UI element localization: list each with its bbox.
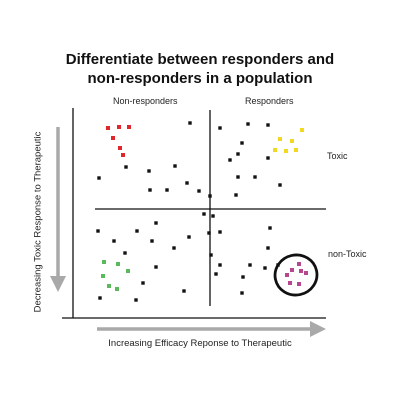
black-point-7 [124, 165, 128, 169]
diagram-title: Differentiate between responders and non… [0, 50, 400, 88]
black-point-27 [112, 239, 116, 243]
yellow-point-4 [294, 148, 298, 152]
black-point-38 [154, 265, 158, 269]
black-point-32 [172, 246, 176, 250]
toxic-label: Toxic [327, 151, 348, 161]
black-point-12 [253, 175, 257, 179]
black-point-30 [218, 230, 222, 234]
magenta-point-5 [288, 281, 292, 285]
black-point-14 [185, 181, 189, 185]
magenta-point-3 [304, 271, 308, 275]
red-point-5 [121, 153, 125, 157]
black-point-21 [202, 212, 206, 216]
black-point-0 [188, 121, 192, 125]
y-direction-arrow [50, 127, 66, 292]
black-point-16 [165, 188, 169, 192]
red-point-2 [127, 125, 131, 129]
black-point-41 [241, 275, 245, 279]
black-point-43 [141, 281, 145, 285]
black-point-31 [150, 239, 154, 243]
non-responders-label: Non-responders [113, 96, 178, 106]
x-axis-label: Increasing Efficacy Reponse to Therapeut… [108, 338, 292, 349]
black-point-47 [98, 296, 102, 300]
red-point-1 [117, 125, 121, 129]
highlight-circle [273, 253, 319, 297]
black-point-25 [135, 229, 139, 233]
green-point-0 [102, 260, 106, 264]
black-point-26 [268, 226, 272, 230]
black-point-4 [240, 141, 244, 145]
green-point-1 [116, 262, 120, 266]
black-point-17 [197, 189, 201, 193]
black-point-37 [266, 246, 270, 250]
black-point-6 [266, 156, 270, 160]
magenta-point-1 [290, 268, 294, 272]
magenta-point-4 [285, 273, 289, 277]
black-point-40 [214, 272, 218, 276]
black-point-24 [96, 229, 100, 233]
black-point-42 [276, 263, 280, 267]
black-point-10 [97, 176, 101, 180]
black-point-29 [207, 231, 211, 235]
black-point-39 [263, 266, 267, 270]
green-point-3 [101, 274, 105, 278]
black-point-34 [209, 253, 213, 257]
green-point-4 [107, 284, 111, 288]
black-point-13 [228, 158, 232, 162]
title-line-1: Differentiate between responders and [65, 51, 335, 68]
black-point-35 [218, 263, 222, 267]
black-point-2 [266, 123, 270, 127]
black-point-33 [123, 251, 127, 255]
black-point-22 [211, 214, 215, 218]
non-toxic-label: non-Toxic [328, 249, 367, 259]
green-point-2 [126, 269, 130, 273]
data-points [96, 121, 308, 302]
green-point-5 [115, 287, 119, 291]
black-point-9 [173, 164, 177, 168]
black-point-46 [134, 298, 138, 302]
black-point-1 [246, 122, 250, 126]
black-point-23 [154, 221, 158, 225]
magenta-point-0 [297, 262, 301, 266]
black-point-3 [218, 126, 222, 130]
black-point-28 [187, 235, 191, 239]
black-point-19 [278, 183, 282, 187]
red-point-3 [111, 136, 115, 140]
black-point-45 [240, 291, 244, 295]
responders-label: Responders [245, 96, 294, 106]
black-point-5 [236, 152, 240, 156]
black-point-8 [147, 169, 151, 173]
yellow-point-0 [300, 128, 304, 132]
yellow-point-1 [278, 137, 282, 141]
magenta-point-2 [299, 269, 303, 273]
black-point-15 [148, 188, 152, 192]
yellow-point-2 [290, 139, 294, 143]
yellow-point-3 [284, 149, 288, 153]
red-point-0 [106, 126, 110, 130]
black-point-20 [234, 193, 238, 197]
black-point-11 [236, 175, 240, 179]
red-point-4 [118, 146, 122, 150]
yellow-point-5 [273, 148, 277, 152]
black-point-18 [208, 194, 212, 198]
magenta-point-6 [297, 282, 301, 286]
black-point-44 [182, 289, 186, 293]
black-point-36 [248, 263, 252, 267]
x-direction-arrow [97, 321, 326, 337]
title-line-2: non-responders in a population [87, 70, 313, 87]
